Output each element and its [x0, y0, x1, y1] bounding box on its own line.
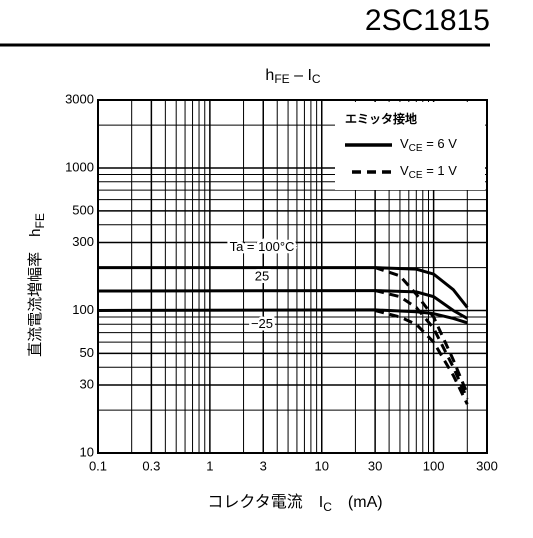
curve	[97, 289, 469, 320]
x-tick-label: 100	[423, 458, 445, 473]
curve	[98, 266, 469, 309]
x-tick-label: 1	[206, 458, 213, 473]
y-tick-label: 3000	[65, 91, 94, 106]
y-tick-label: 300	[72, 234, 94, 249]
x-label-part: (mA)	[332, 494, 383, 511]
x-tick-label: 0.1	[89, 458, 107, 473]
x-axis-label: コレクタ電流 IC (mA)	[207, 493, 382, 514]
x-label-part: コレクタ電流 I	[207, 493, 323, 511]
header: 2SC1815	[365, 4, 490, 37]
curve	[97, 308, 468, 325]
y-axis-label: 直流電流増幅率 hFE	[27, 213, 47, 357]
x-tick-label: 3	[260, 458, 267, 473]
y-label-part: 直流電流増幅率 h	[27, 229, 44, 357]
curve-label: 25	[255, 268, 269, 283]
x-tick-label: 10	[315, 458, 329, 473]
plot-frame	[97, 99, 488, 454]
x-tick-label: 300	[476, 458, 498, 473]
x-tick-label: 30	[368, 458, 382, 473]
legend-label-part: CE	[409, 143, 423, 154]
legend-label: VCE = 1 V	[400, 163, 457, 180]
y-tick-label: 50	[80, 345, 94, 360]
legend-label-part: = 6 V	[423, 136, 458, 151]
x-label-part: C	[323, 500, 332, 514]
legend-label-part: V	[400, 136, 409, 151]
y-tick-label: 1000	[65, 159, 94, 174]
x-tick-label: 0.3	[142, 458, 160, 473]
title-part: FE	[274, 72, 289, 86]
curve-label: −25	[251, 316, 273, 331]
legend-label-part: = 1 V	[423, 163, 458, 178]
y-tick-label: 500	[72, 202, 94, 217]
title-part: h	[265, 67, 274, 84]
legend-label-part: CE	[409, 170, 423, 181]
curve	[374, 289, 469, 400]
title-part: – I	[290, 67, 312, 84]
chart-title: hFE – IC	[265, 67, 320, 86]
title-part: C	[312, 72, 321, 86]
y-label-part: FE	[33, 213, 47, 228]
curve	[374, 266, 469, 395]
y-tick-label: 100	[72, 302, 94, 317]
legend-label: VCE = 6 V	[400, 136, 457, 153]
legend-label-part: V	[400, 163, 409, 178]
curve-label: Ta = 100°C	[230, 239, 295, 254]
y-tick-label: 10	[80, 444, 94, 459]
y-tick-label: 30	[80, 376, 94, 391]
legend-title: エミッタ接地	[345, 111, 417, 126]
curve	[374, 309, 469, 405]
